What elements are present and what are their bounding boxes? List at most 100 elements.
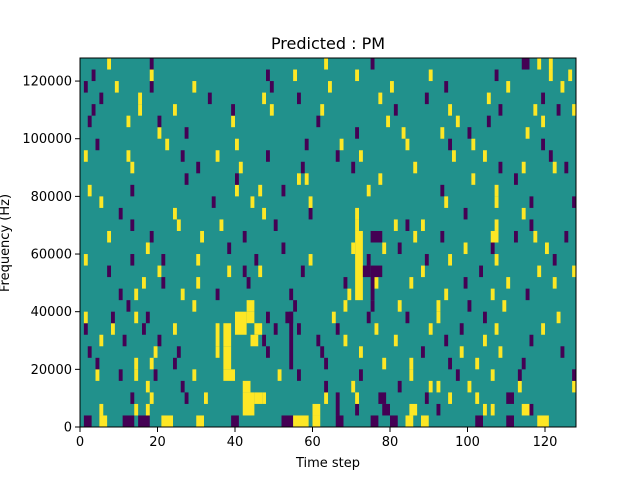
heatmap-cell-low xyxy=(262,334,267,347)
heatmap-cell-low xyxy=(180,380,185,393)
heatmap-cell-high xyxy=(475,392,480,404)
heatmap-cell-low xyxy=(300,265,305,278)
heatmap-cell-high xyxy=(157,265,162,278)
heatmap-cell-low xyxy=(483,311,487,324)
heatmap-cell-low xyxy=(138,415,150,427)
heatmap-cell-high xyxy=(114,81,119,93)
heatmap-cell-high xyxy=(200,230,205,243)
heatmap-cell-low xyxy=(126,300,131,312)
heatmap-cell-high xyxy=(324,392,329,404)
heatmap-cell-high xyxy=(83,150,88,162)
heatmap-cell-low xyxy=(184,173,189,185)
heatmap-cell-high xyxy=(444,196,449,208)
heatmap-cell-high xyxy=(173,104,177,116)
heatmap-cell-high xyxy=(343,334,348,347)
heatmap-cell-high xyxy=(126,115,131,128)
heatmap-cell-high xyxy=(494,254,499,266)
heatmap-cell-low xyxy=(308,207,313,220)
heatmap-cell-high xyxy=(393,334,398,347)
heatmap-cell-high xyxy=(537,58,542,70)
heatmap-cell-low xyxy=(266,346,270,358)
heatmap-cell-low xyxy=(83,415,92,427)
heatmap-cell-high xyxy=(262,392,267,404)
heatmap-cell-low xyxy=(440,230,445,243)
heatmap-cell-high xyxy=(421,219,425,231)
heatmap-cell-low xyxy=(254,254,259,266)
heatmap-cell-high xyxy=(444,288,449,301)
heatmap-cell-low xyxy=(300,161,305,174)
y-axis: 0 20000 40000 60000 80000 100000 120000 xyxy=(22,75,80,436)
x-axis-label: Time step xyxy=(295,456,360,471)
heatmap-cell-low xyxy=(176,346,181,358)
heatmap-cell-low xyxy=(560,346,565,358)
heatmap-cell-low xyxy=(324,380,329,393)
heatmap-cell-high xyxy=(262,207,267,220)
heatmap-cell-low xyxy=(335,415,344,427)
heatmap-cell-low xyxy=(467,300,472,312)
heatmap-cell-high xyxy=(448,392,453,404)
heatmap-cell-low xyxy=(440,184,445,197)
heatmap-cell-high xyxy=(134,311,139,324)
heatmap-cell-high xyxy=(192,300,197,312)
heatmap-cell-high xyxy=(173,207,177,220)
heatmap-cell-low xyxy=(281,242,286,255)
heatmap-cell-high xyxy=(277,369,282,381)
heatmap-cell-high xyxy=(355,219,360,231)
heatmap-cell-low xyxy=(87,346,92,358)
heatmap-cell-low xyxy=(506,415,514,427)
heatmap-cell-low xyxy=(297,369,301,381)
heatmap-cell-high xyxy=(145,380,150,393)
heatmap-cell-high xyxy=(355,242,363,301)
heatmap-cell-high xyxy=(227,265,232,278)
heatmap-cell-high xyxy=(506,277,511,289)
heatmap-cell-high xyxy=(572,265,577,278)
heatmap-cell-low xyxy=(293,300,298,312)
heatmap-cell-high xyxy=(99,334,104,347)
heatmap-cell-low xyxy=(242,230,247,243)
heatmap-cell-low xyxy=(564,230,569,243)
heatmap-cell-high xyxy=(560,81,565,93)
heatmap-cell-low xyxy=(266,311,270,324)
heatmap-cell-high xyxy=(87,184,92,197)
heatmap-cell-high xyxy=(494,184,499,197)
heatmap-cell-high xyxy=(235,138,239,151)
heatmap-cell-high xyxy=(525,127,530,139)
heatmap-cell-low xyxy=(366,254,371,266)
heatmap-cell-low xyxy=(541,92,546,105)
heatmap-cell-low xyxy=(320,346,325,358)
heatmap-cell-high xyxy=(541,115,546,128)
heatmap-cell-low xyxy=(184,127,189,139)
heatmap-cell-high xyxy=(134,403,139,416)
heatmap-cell-low xyxy=(87,115,92,128)
heatmap-cell-low xyxy=(231,104,236,116)
heatmap-cell-low xyxy=(83,81,88,93)
heatmap-cell-high xyxy=(355,69,360,82)
heatmap-cell-low xyxy=(436,403,441,416)
heatmap-cell-low xyxy=(351,161,356,174)
heatmap-cell-low xyxy=(122,334,127,347)
heatmap-cell-low xyxy=(506,392,514,404)
heatmap-cell-high xyxy=(537,415,549,427)
heatmap-cell-high xyxy=(308,196,313,208)
heatmap-cell-high xyxy=(347,288,352,301)
heatmap-cell-low xyxy=(289,288,294,301)
heatmap-cell-low xyxy=(266,69,270,82)
heatmap-cell-high xyxy=(421,265,425,278)
heatmap-cell-high xyxy=(215,323,220,347)
heatmap-cell-high xyxy=(382,242,387,255)
heatmap-cell-high xyxy=(312,415,321,427)
heatmap-cell-high xyxy=(215,150,220,162)
heatmap-cell-high xyxy=(409,369,414,381)
heatmap-cell-high xyxy=(467,380,472,393)
heatmap-cell-high xyxy=(483,150,487,162)
heatmap-cell-high xyxy=(355,207,360,220)
heatmap-cell-high xyxy=(355,230,363,243)
heatmap-cell-high xyxy=(99,196,104,208)
heatmap-cell-low xyxy=(91,69,96,82)
heatmap-cell-high xyxy=(192,369,197,381)
heatmap-cell-high xyxy=(440,127,445,139)
y-tick-label: 0 xyxy=(64,421,72,436)
heatmap-cell-low xyxy=(479,265,484,278)
heatmap-cell-low xyxy=(370,58,375,70)
